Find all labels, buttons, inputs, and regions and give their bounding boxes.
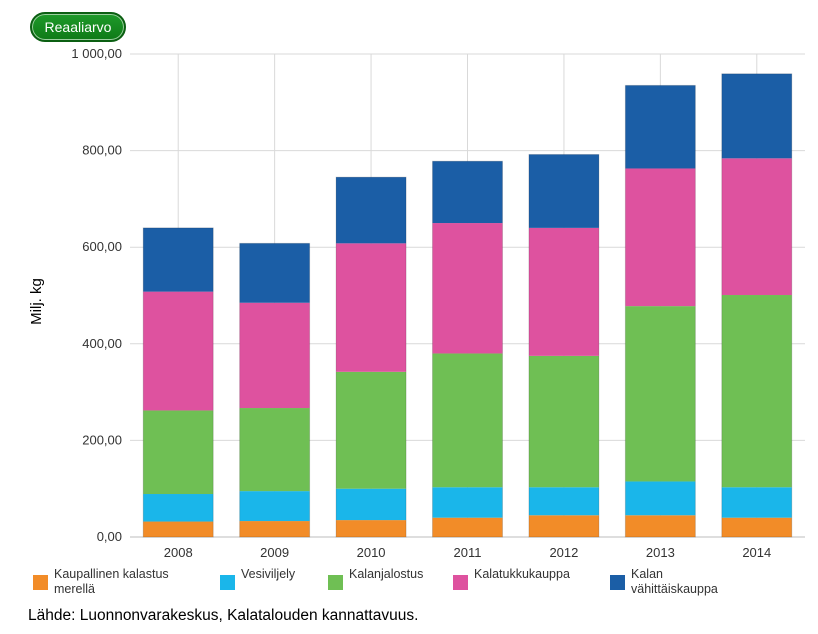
legend-swatch [453,575,468,590]
x-tick-label: 2012 [549,545,578,560]
x-tick-label: 2011 [454,545,482,560]
x-tick-label: 2008 [164,545,193,560]
bar-segment-2008-s3[interactable] [143,291,214,411]
y-tick-label: 1 000,00 [71,46,122,61]
y-tick-label: 600,00 [82,239,122,254]
legend-label: Kaupallinen kalastus merellä [54,567,169,596]
bar-segment-2014-s4[interactable] [721,73,792,159]
bar-segment-2013-s0[interactable] [625,515,696,537]
chart-bars [142,73,793,538]
bar-segment-2013-s2[interactable] [625,306,696,482]
bar-segment-2014-s0[interactable] [721,517,792,537]
bar-segment-2011-s3[interactable] [432,223,503,354]
legend-item[interactable]: Kalatukkukauppa [453,567,603,590]
bar-segment-2009-s1[interactable] [239,491,310,522]
bar-segment-2011-s4[interactable] [432,161,503,224]
bar-segment-2009-s4[interactable] [239,243,310,303]
legend-swatch [33,575,48,590]
bar-segment-2010-s4[interactable] [336,177,407,244]
legend-item[interactable]: Kaupallinen kalastus merellä [33,567,213,597]
bar-segment-2014-s3[interactable] [721,158,792,296]
y-tick-label: 200,00 [82,432,122,447]
bar-segment-2012-s1[interactable] [528,487,599,516]
bar-segment-2009-s2[interactable] [239,408,310,492]
bar-outline-2014 [721,73,793,538]
bar-segment-2008-s2[interactable] [143,410,214,495]
legend-label: Vesiviljely [241,567,296,581]
legend-item[interactable]: Vesiviljely [220,567,320,590]
bar-segment-2010-s0[interactable] [336,520,407,537]
bar-outline-2013 [624,84,696,538]
bar-segment-2012-s0[interactable] [528,515,599,537]
bar-segment-2014-s2[interactable] [721,295,792,488]
x-axis-ticks: 2008 2009 2010 2011 2012 2013 2014 [164,545,771,560]
bar-segment-2012-s2[interactable] [528,355,599,488]
stacked-bar-chart: 0,00 200,00 400,00 600,00 800,00 1 000,00 200… [28,46,805,560]
bar-segment-2014-s1[interactable] [721,487,792,518]
bar-segment-2011-s2[interactable] [432,353,503,488]
bar-outline-2008 [142,227,214,538]
bar-outline-2012 [528,153,600,538]
y-tick-label: 0,00 [97,529,122,544]
legend-item[interactable]: Kalanjalostus [328,567,448,590]
y-tick-label: 400,00 [82,336,122,351]
x-tick-label: 2009 [260,545,289,560]
legend-label: Kalanjalostus [349,567,424,581]
legend-swatch [328,575,343,590]
y-tick-label: 800,00 [82,143,122,158]
bar-segment-2008-s4[interactable] [143,227,214,292]
y-axis-label: Milj. kg [28,278,45,325]
bar-segment-2010-s2[interactable] [336,371,407,489]
legend-swatch [610,575,625,590]
bar-segment-2013-s3[interactable] [625,168,696,307]
bar-segment-2013-s1[interactable] [625,481,696,516]
bar-segment-2009-s0[interactable] [239,521,310,537]
legend-swatch [220,575,235,590]
bar-segment-2010-s1[interactable] [336,488,407,521]
bar-segment-2008-s0[interactable] [143,521,214,537]
bar-outline-2010 [335,176,407,538]
bar-segment-2013-s4[interactable] [625,85,696,169]
x-tick-label: 2010 [357,545,386,560]
chart-legend: Kaupallinen kalastus merellä Vesiviljely K… [33,567,803,607]
bar-segment-2012-s3[interactable] [528,227,599,356]
bar-outline-2011 [432,160,503,538]
y-axis-ticks: 0,00 200,00 400,00 600,00 800,00 1 000,00 [71,46,122,544]
x-tick-label: 2014 [742,545,771,560]
bar-outline-2009 [239,242,311,538]
legend-label: Kalan vähittäiskauppa [631,567,718,596]
source-note: Lähde: Luonnonvarakeskus, Kalatalouden k… [28,607,419,624]
bar-segment-2009-s3[interactable] [239,302,310,409]
bar-segment-2012-s4[interactable] [528,154,599,228]
bar-segment-2010-s3[interactable] [336,243,407,372]
reaaliarvo-toggle-button[interactable]: Reaaliarvo [30,12,126,42]
legend-label: Kalatukkukauppa [474,567,570,581]
bar-segment-2011-s0[interactable] [432,517,503,537]
legend-item[interactable]: Kalan vähittäiskauppa [610,567,800,597]
x-tick-label: 2013 [646,545,675,560]
bar-segment-2011-s1[interactable] [432,487,503,518]
bar-segment-2008-s1[interactable] [143,494,214,522]
